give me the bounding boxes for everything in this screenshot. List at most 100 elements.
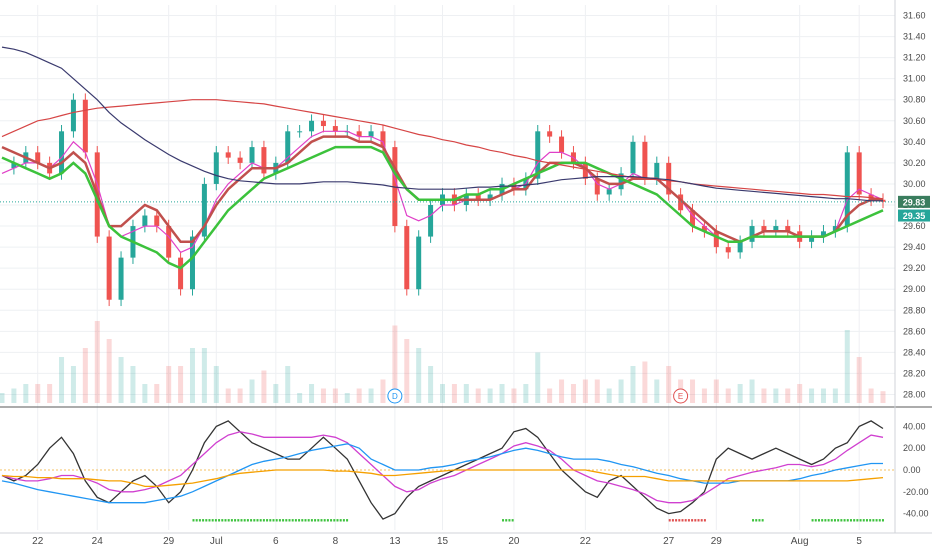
signal-dot: [262, 519, 265, 522]
signal-dot: [266, 519, 269, 522]
event-marker-label: D: [392, 392, 398, 401]
volume-bar: [761, 388, 767, 403]
volume-bar: [749, 379, 755, 403]
price-tick-label: 30.80: [903, 95, 926, 105]
volume-bar: [249, 379, 255, 403]
signal-dot: [320, 519, 323, 522]
signal-dot: [849, 519, 852, 522]
signal-dot: [259, 519, 262, 522]
volume-bar: [547, 388, 553, 403]
candle-body: [678, 194, 684, 211]
signal-dot: [339, 519, 342, 522]
volume-bar: [297, 393, 303, 403]
candle-body: [761, 226, 767, 232]
volume-bar: [535, 352, 541, 403]
signal-dot: [856, 519, 859, 522]
volume-bar: [273, 384, 279, 403]
signal-dot: [317, 519, 320, 522]
candle-body: [606, 189, 612, 195]
volume-bar: [594, 379, 600, 403]
second-price-badge: [898, 209, 930, 222]
signal-dot: [269, 519, 272, 522]
volume-bar: [166, 366, 172, 403]
candle-body: [690, 210, 696, 227]
volume-bar: [463, 384, 469, 403]
signal-dot: [827, 519, 830, 522]
signal-dot: [214, 519, 217, 522]
osc-tick-label: -40.00: [903, 509, 929, 519]
candle-body: [737, 241, 743, 253]
volume-bar: [178, 366, 184, 403]
candle-body: [154, 215, 160, 227]
osc-line-osc-orange: [1, 469, 884, 488]
volume-bar: [380, 379, 386, 403]
osc-tick-label: -20.00: [903, 487, 929, 497]
volume-bar: [570, 384, 576, 403]
signal-dot: [246, 519, 249, 522]
volume-bar: [701, 388, 707, 403]
signal-dot: [323, 519, 326, 522]
signal-dot: [675, 519, 678, 522]
candle-body: [166, 226, 172, 258]
signal-dot: [301, 519, 304, 522]
volume-bar: [475, 388, 481, 403]
candle-body: [59, 131, 65, 174]
volume-bar: [773, 388, 779, 403]
signal-dot: [703, 519, 706, 522]
candle-body: [11, 162, 17, 169]
signal-dot: [843, 519, 846, 522]
candle-body: [428, 205, 434, 237]
signal-dot: [227, 519, 230, 522]
signal-dot: [846, 519, 849, 522]
osc-tick-label: 20.00: [903, 443, 926, 453]
candle-body: [118, 257, 124, 300]
candle-body: [225, 152, 231, 158]
volume-bar: [261, 370, 267, 403]
candle-body: [368, 131, 374, 137]
price-tick-label: 31.00: [903, 74, 926, 84]
volume-bar: [0, 393, 5, 403]
candle-body: [106, 236, 112, 300]
signal-dot: [668, 519, 671, 522]
volume-bar: [618, 379, 624, 403]
candle-body: [594, 178, 600, 195]
volume-bar: [332, 388, 338, 403]
candle-body: [309, 120, 315, 132]
candle-body: [535, 131, 541, 179]
signal-dot: [310, 519, 313, 522]
event-marker-label: E: [678, 392, 683, 401]
candle-body: [582, 162, 588, 179]
signal-dot: [333, 519, 336, 522]
date-tick-label: 22: [580, 536, 592, 547]
signal-dot: [291, 519, 294, 522]
grid-lines: [0, 5, 895, 530]
volume-bar: [880, 391, 886, 403]
volume-bar: [11, 388, 17, 403]
volume-bars: [0, 321, 886, 403]
signal-dot: [250, 519, 253, 522]
signal-dot: [304, 519, 307, 522]
volume-bar: [630, 366, 636, 403]
osc-tick-label: 0.00: [903, 465, 921, 475]
date-tick-label: 13: [389, 536, 401, 547]
signal-dot: [282, 519, 285, 522]
signal-dot: [881, 519, 884, 522]
signal-dot: [878, 519, 881, 522]
volume-bar: [606, 388, 612, 403]
candle-body: [654, 162, 660, 179]
signal-dot: [700, 519, 703, 522]
volume-bar: [94, 321, 100, 403]
price-tick-label: 29.40: [903, 242, 926, 252]
candle-body: [142, 215, 148, 227]
date-tick-label: 24: [92, 536, 104, 547]
candle-body: [820, 231, 826, 237]
signal-dot: [837, 519, 840, 522]
signal-dot: [755, 519, 758, 522]
price-tick-label: 28.60: [903, 326, 926, 336]
volume-bar: [416, 348, 422, 403]
second-price-badge-text: 29.35: [903, 211, 926, 221]
signal-dot: [285, 519, 288, 522]
signal-dot: [830, 519, 833, 522]
candle-body: [237, 157, 243, 163]
